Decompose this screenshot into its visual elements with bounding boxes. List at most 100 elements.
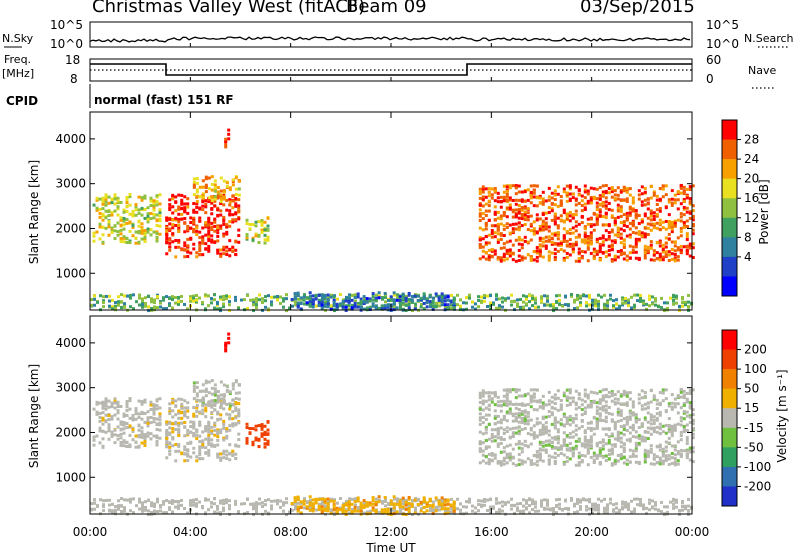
power-cell-2228 bbox=[643, 212, 647, 216]
velocity-cell-817 bbox=[137, 424, 141, 428]
velocity-cell-1537 bbox=[511, 412, 515, 416]
velocity-cell-1148 bbox=[222, 456, 226, 460]
power-cell-1479 bbox=[502, 242, 506, 246]
power-cell-2298 bbox=[658, 218, 662, 222]
velocity-cell-1467 bbox=[499, 418, 503, 422]
velocity-cell-857 bbox=[149, 403, 153, 407]
velocity-cell-1812 bbox=[565, 459, 569, 463]
velocity-cell-101 bbox=[174, 500, 177, 504]
power-cell-2626 bbox=[410, 300, 414, 304]
velocity-cell-573 bbox=[603, 497, 606, 501]
power-cell-128 bbox=[204, 293, 207, 297]
velocity-cell-1180 bbox=[231, 424, 235, 428]
power-cell-861 bbox=[152, 230, 156, 234]
power-cell-441 bbox=[492, 302, 495, 306]
power-cell-394 bbox=[444, 306, 447, 310]
velocity-cell-639 bbox=[666, 510, 669, 514]
velocity-cell-444 bbox=[495, 497, 498, 501]
velocity-cell-1092 bbox=[207, 436, 211, 440]
power-cell-58 bbox=[141, 303, 144, 307]
velocity-cell-2157 bbox=[628, 431, 632, 435]
velocity-cell-1235 bbox=[204, 387, 208, 391]
velocity-cell-1510 bbox=[508, 454, 512, 458]
power-cell-2064 bbox=[613, 239, 617, 243]
velocity-cell-647 bbox=[672, 506, 675, 510]
power-cell-1561 bbox=[517, 211, 521, 215]
velocity-cell-2041 bbox=[607, 448, 611, 452]
velocity-cell-174 bbox=[252, 507, 255, 511]
power-cell-1096 bbox=[210, 201, 214, 205]
velocity-cell-515 bbox=[555, 504, 558, 508]
power-cell-2517 bbox=[329, 307, 333, 311]
power-cell-1340 bbox=[266, 224, 270, 228]
velocity-cell-1368 bbox=[481, 389, 485, 393]
velocity-cell-1831 bbox=[568, 435, 572, 439]
power-cell-1029 bbox=[192, 227, 196, 231]
velocity-cell-1077 bbox=[204, 403, 208, 407]
power-cell-1977 bbox=[595, 222, 599, 226]
power-cell-2615 bbox=[404, 303, 408, 307]
power-cell-1552 bbox=[514, 202, 518, 206]
velocity-cell-1991 bbox=[598, 440, 602, 444]
velocity-cell-353 bbox=[414, 509, 417, 513]
power-cell-914 bbox=[168, 222, 172, 226]
power-cell-2593 bbox=[386, 305, 390, 309]
velocity-cell-1377 bbox=[484, 417, 488, 421]
velocity-cell-2189 bbox=[637, 436, 641, 440]
velocity-cell-1949 bbox=[592, 451, 596, 455]
velocity-cell-2211 bbox=[643, 390, 647, 394]
power-cell-2668 bbox=[446, 307, 450, 311]
velocity-cell-1040 bbox=[195, 406, 199, 410]
power-cell-1792 bbox=[562, 187, 566, 191]
velocity-cell-2234 bbox=[646, 401, 650, 405]
velocity-cell-854 bbox=[149, 415, 153, 419]
power-cell-2025 bbox=[604, 250, 608, 254]
velocity-cell-1342 bbox=[266, 442, 270, 446]
power-cell-1929 bbox=[586, 236, 590, 240]
power-cell-152 bbox=[222, 294, 225, 298]
velocity-cell-2167 bbox=[631, 400, 635, 404]
velocity-cell-1720 bbox=[547, 458, 551, 462]
power-cell-756 bbox=[119, 236, 123, 240]
power-cell-428 bbox=[480, 299, 483, 303]
velocity-cell-1084 bbox=[207, 404, 211, 408]
velocity-cell-1512 bbox=[508, 388, 512, 392]
power-cell-2286 bbox=[658, 252, 662, 256]
velocity-cell-1365 bbox=[481, 391, 485, 395]
velocity-cell-2102 bbox=[619, 436, 623, 440]
power-cell-1099 bbox=[210, 225, 214, 229]
velocity-cell-1082 bbox=[207, 443, 211, 447]
velocity-cell-1601 bbox=[523, 403, 527, 407]
power-cell-545 bbox=[582, 293, 585, 297]
velocity-cell-684 bbox=[98, 441, 102, 445]
velocity-cell-1422 bbox=[490, 458, 494, 462]
velocity-cell-3 bbox=[93, 501, 96, 505]
velocity-cell-2030 bbox=[607, 405, 611, 409]
power-cell-1518 bbox=[508, 223, 512, 227]
power-cell-2536 bbox=[341, 305, 345, 309]
velocity-cell-1905 bbox=[583, 400, 587, 404]
velocity-cell-590 bbox=[618, 510, 621, 514]
velocity-cell-1677 bbox=[538, 431, 542, 435]
power-cell-405 bbox=[456, 293, 459, 297]
power-cell-171 bbox=[249, 298, 252, 302]
power-cell-72 bbox=[150, 297, 153, 301]
power-cell-2590 bbox=[383, 291, 387, 295]
velocity-cell-1211 bbox=[237, 413, 241, 417]
power-cell-466 bbox=[519, 297, 522, 301]
power-cell-1088 bbox=[207, 247, 211, 251]
power-cell-1015 bbox=[189, 221, 193, 225]
velocity-cell-1630 bbox=[529, 400, 533, 404]
power-cell-207 bbox=[285, 297, 288, 301]
power-cell-2487 bbox=[311, 303, 315, 307]
velocity-cell-2138 bbox=[625, 419, 629, 423]
velocity-cell-1863 bbox=[574, 407, 578, 411]
velocity-cell-1662 bbox=[538, 433, 542, 437]
power-cell-2280 bbox=[655, 198, 659, 202]
power-cell-2554 bbox=[353, 305, 357, 309]
velocity-cell-1837 bbox=[568, 448, 572, 452]
power-cell-1036 bbox=[195, 210, 199, 214]
velocity-cell-2259 bbox=[652, 421, 656, 425]
power-cell-1357 bbox=[478, 203, 482, 207]
velocity-cell-1516 bbox=[508, 458, 512, 462]
